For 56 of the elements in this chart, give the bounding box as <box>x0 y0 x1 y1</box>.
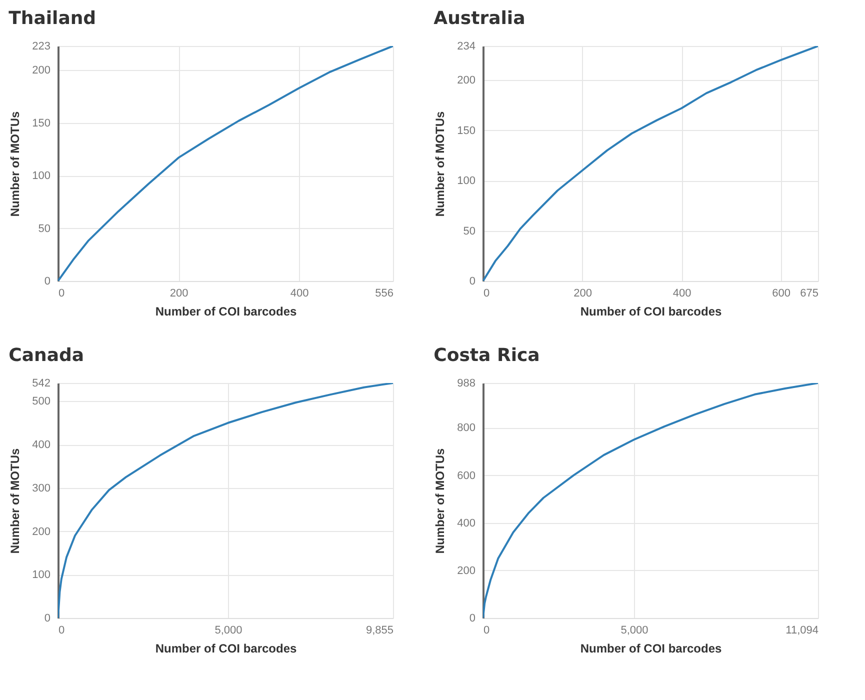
y-tick-label: 300 <box>32 482 50 494</box>
line-series <box>58 383 393 618</box>
x-tick-label: 9,855 <box>366 624 394 636</box>
x-tick-label: 11,094 <box>786 624 818 636</box>
y-tick-label: 234 <box>457 40 476 52</box>
x-axis-title: Number of COI barcodes <box>155 304 298 318</box>
y-tick-label: 150 <box>457 124 476 137</box>
x-axis-title: Number of COI barcodes <box>155 642 298 656</box>
x-tick-label: 5,000 <box>620 624 648 636</box>
y-tick-label: 223 <box>32 40 50 52</box>
x-tick-label: 0 <box>58 624 65 636</box>
x-tick-label: 200 <box>170 288 188 300</box>
x-axis-title: Number of COI barcodes <box>580 642 722 656</box>
y-tick-label: 988 <box>457 378 476 390</box>
chart-title: Canada <box>8 345 84 366</box>
y-tick-label: 50 <box>38 222 50 235</box>
y-tick-label: 0 <box>469 612 476 624</box>
y-tick-label: 0 <box>44 276 50 288</box>
y-tick-label: 542 <box>32 378 50 390</box>
x-tick-label: 675 <box>800 288 818 300</box>
y-tick-label: 200 <box>457 74 476 87</box>
y-tick-label: 800 <box>457 422 476 434</box>
y-axis-title: Number of MOTUs <box>8 111 22 217</box>
x-tick-label: 0 <box>484 288 490 300</box>
line-series <box>58 46 393 281</box>
x-tick-label: 0 <box>484 624 490 636</box>
y-tick-label: 500 <box>32 396 50 408</box>
y-tick-label: 600 <box>457 470 476 482</box>
y-tick-label: 50 <box>463 225 476 238</box>
y-tick-label: 400 <box>457 517 476 530</box>
y-tick-label: 200 <box>457 564 476 577</box>
y-tick-label: 0 <box>44 612 50 624</box>
x-tick-label: 200 <box>574 288 592 300</box>
x-axis-title: Number of COI barcodes <box>580 304 722 318</box>
y-axis-title: Number of MOTUs <box>8 448 22 554</box>
y-tick-label: 100 <box>32 170 50 182</box>
y-tick-label: 100 <box>457 175 476 188</box>
x-tick-label: 0 <box>58 288 65 300</box>
chart-title: Australia <box>434 8 526 29</box>
y-tick-label: 100 <box>32 569 50 582</box>
x-tick-label: 400 <box>290 288 309 300</box>
y-tick-label: 150 <box>32 117 50 130</box>
y-tick-label: 200 <box>32 64 50 77</box>
y-tick-label: 200 <box>32 526 50 538</box>
chart-title: Costa Rica <box>434 345 540 366</box>
x-tick-label: 600 <box>772 288 790 300</box>
x-tick-label: 5,000 <box>214 624 242 636</box>
y-tick-label: 0 <box>469 276 476 288</box>
x-tick-label: 400 <box>672 288 692 300</box>
y-axis-title: Number of MOTUs <box>433 111 448 217</box>
line-series <box>483 383 818 618</box>
y-axis-title: Number of MOTUs <box>433 448 448 554</box>
line-series <box>483 46 818 281</box>
chart-title: Thailand <box>8 8 96 29</box>
y-tick-label: 400 <box>32 439 50 452</box>
x-tick-label: 556 <box>375 288 394 300</box>
